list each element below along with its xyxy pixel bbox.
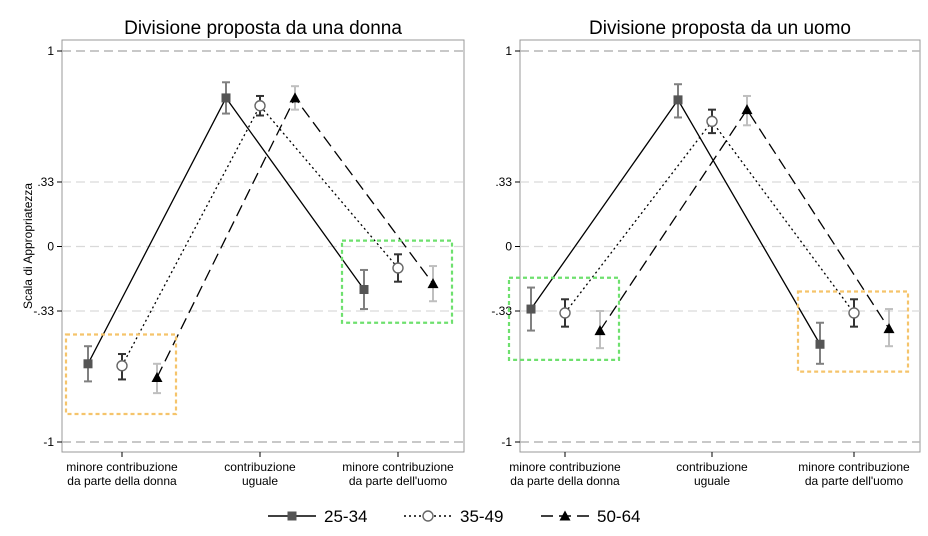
y-tick-label: -.33: [33, 304, 54, 318]
series-line-25-34: [87, 96, 365, 365]
chart-panel-2: Divisione proposta da un uomo 1 .33 0 -.33 -1…: [491, 18, 921, 488]
data-point-35-49: [116, 360, 128, 372]
data-point-25-34: [359, 285, 369, 295]
y-tick-label: 0: [47, 240, 54, 254]
data-point-35-49: [392, 262, 404, 274]
legend-label: 35-49: [460, 507, 503, 526]
legend-label: 25-34: [324, 507, 367, 526]
x-category-label: da parte dell'uomo: [805, 474, 904, 488]
series-line-35-49: [121, 104, 399, 367]
data-point-35-49: [559, 307, 571, 319]
x-category-label: da parte della donna: [510, 474, 620, 488]
series-line-50-64: [599, 108, 890, 331]
y-tick-label: -.33: [491, 304, 512, 318]
chart-panel-1: Divisione proposta da una donna 1 .33 0 -.33…: [33, 18, 465, 488]
x-category-label: uguale: [694, 474, 730, 488]
data-point-50-64: [427, 278, 439, 289]
data-point-35-49: [848, 307, 860, 319]
legend-marker-25-34: [287, 511, 297, 521]
data-point-25-34: [526, 304, 536, 314]
x-category-label: da parte della donna: [67, 474, 177, 488]
data-point-50-64: [883, 323, 895, 334]
legend-marker-35-49: [422, 510, 434, 522]
series-line-35-49: [564, 120, 855, 314]
y-tick-label: .33: [495, 175, 512, 189]
data-point-35-49: [254, 100, 266, 112]
x-category-label: contribuzione: [676, 460, 748, 474]
highlight-box: [507, 276, 621, 361]
x-category-label: uguale: [242, 474, 278, 488]
x-category-label: minore contribuzione: [66, 460, 178, 474]
x-category-label: minore contribuzione: [342, 460, 454, 474]
x-category-label: da parte dell'uomo: [349, 474, 448, 488]
legend: 25-34 35-49 50-64: [268, 507, 640, 526]
data-point-50-64: [151, 371, 163, 382]
y-tick-label: -1: [501, 435, 512, 449]
data-point-50-64: [741, 104, 753, 115]
highlight-box: [796, 290, 910, 373]
data-point-25-34: [815, 339, 825, 349]
y-tick-label: 1: [47, 44, 54, 58]
y-tick-label: -1: [43, 435, 54, 449]
data-point-25-34: [221, 93, 231, 103]
panel-title: Divisione proposta da una donna: [124, 18, 402, 39]
data-point-50-64: [594, 325, 606, 336]
series-line-50-64: [156, 96, 434, 378]
x-category-label: minore contribuzione: [509, 460, 621, 474]
series-line-25-34: [530, 98, 821, 345]
y-tick-label: 0: [505, 240, 512, 254]
data-point-50-64: [289, 92, 301, 103]
x-category-label: contribuzione: [224, 460, 296, 474]
y-axis-label: Scala di Appropriatezza: [21, 183, 35, 309]
panel-title: Divisione proposta da un uomo: [589, 18, 851, 39]
data-point-25-34: [83, 359, 93, 369]
x-category-label: minore contribuzione: [798, 460, 910, 474]
legend-label: 50-64: [597, 507, 640, 526]
y-tick-label: 1: [505, 44, 512, 58]
highlight-box: [64, 333, 178, 416]
legend-marker-50-64: [559, 510, 571, 521]
data-point-25-34: [673, 95, 683, 105]
y-tick-label: .33: [37, 175, 54, 189]
data-point-35-49: [706, 115, 718, 128]
highlight-box: [340, 239, 454, 324]
